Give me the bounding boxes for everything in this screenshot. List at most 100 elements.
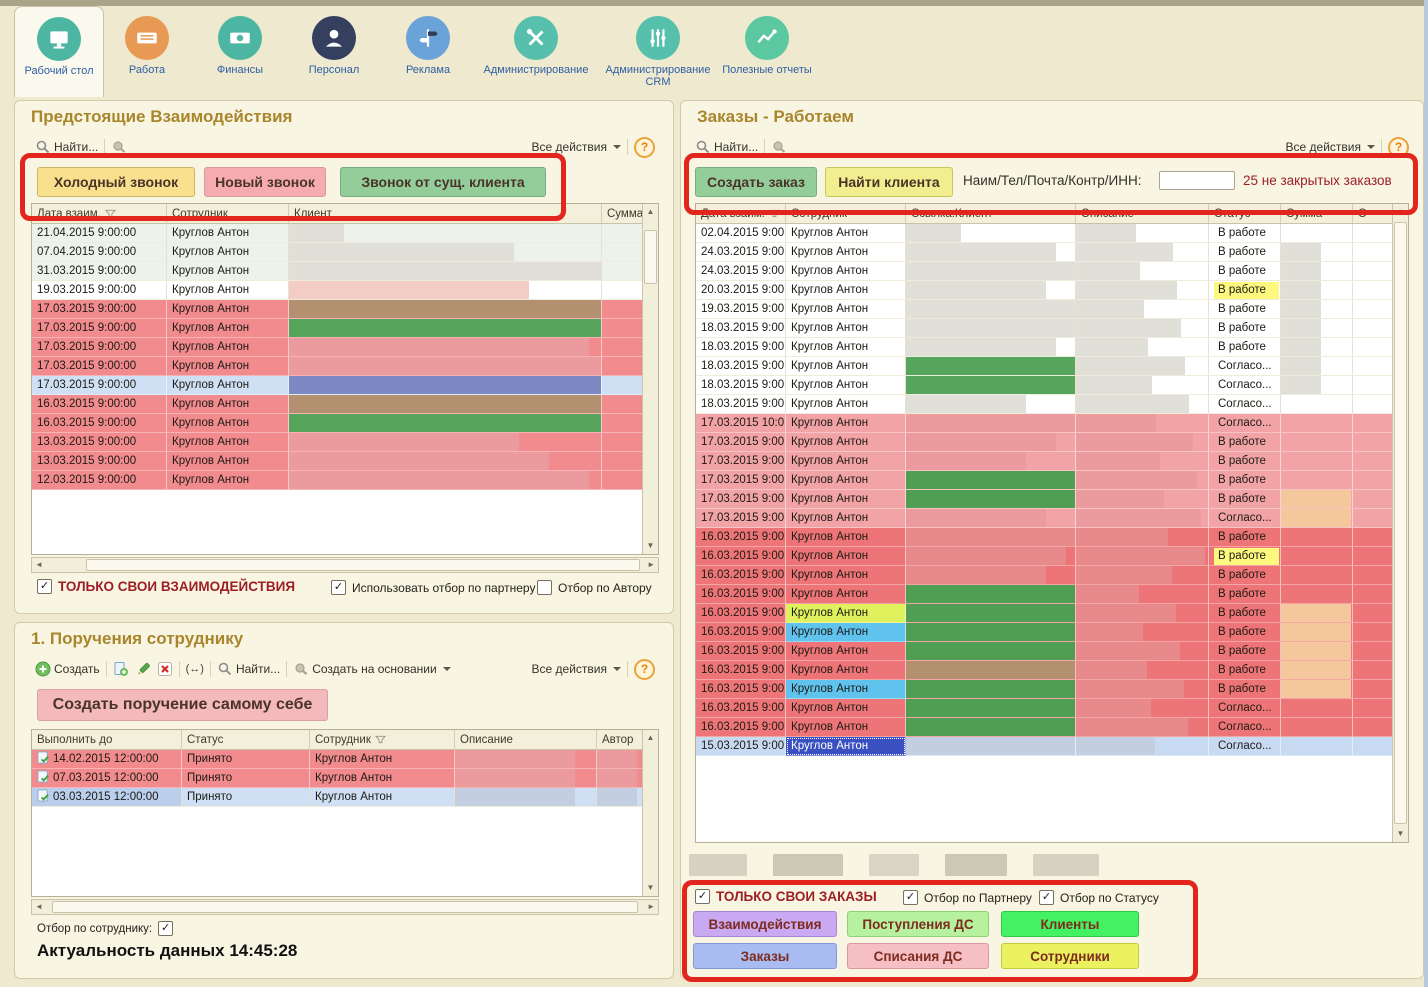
only-my-interactions-checkbox[interactable]: ✓ ТОЛЬКО СВОИ ВЗАИМОДЕЙСТВИЯ <box>37 579 295 594</box>
scroll-left-icon[interactable]: ◄ <box>35 560 43 569</box>
task-row[interactable]: 03.03.2015 12:00:00 Принято Круглов Антон <box>32 788 658 807</box>
order-row[interactable]: 16.03.2015 9:00... Круглов Антон В работе <box>696 585 1408 604</box>
scrollbar-thumb[interactable] <box>85 559 641 571</box>
nav-orders-button[interactable]: Заказы <box>693 943 837 969</box>
copy-document-icon[interactable] <box>113 661 129 677</box>
launcher-tab-4[interactable]: Реклама <box>382 6 474 96</box>
column-width-icon[interactable]: (↔) <box>185 663 204 675</box>
order-row[interactable]: 20.03.2015 9:00... Круглов Антон В работе <box>696 281 1408 300</box>
order-row[interactable]: 18.03.2015 9:00... Круглов Антон В работе <box>696 319 1408 338</box>
interactions-row[interactable]: 12.03.2015 9:00:00 Круглов Антон <box>32 471 658 490</box>
help-button[interactable]: ? <box>634 136 655 158</box>
vertical-scrollbar[interactable]: ▲ ▼ <box>642 204 658 554</box>
interactions-row[interactable]: 17.03.2015 9:00:00 Круглов Антон <box>32 338 658 357</box>
order-row[interactable]: 16.03.2015 9:00... Круглов Антон В работе <box>696 604 1408 623</box>
order-row[interactable]: 18.03.2015 9:00... Круглов Антон Согласо..… <box>696 357 1408 376</box>
nav-incoming-payments-button[interactable]: Поступления ДС <box>847 911 989 937</box>
order-row[interactable]: 16.03.2015 9:00... Круглов Антон Согласо..… <box>696 699 1408 718</box>
column-header[interactable]: Статус <box>1209 204 1281 223</box>
column-header[interactable]: Сотрудник <box>167 204 289 223</box>
launcher-tab-6[interactable]: Администрирование CRM <box>598 6 718 96</box>
order-row[interactable]: 17.03.2015 9:00... Круглов Антон В работе <box>696 452 1408 471</box>
interactions-row[interactable]: 19.03.2015 9:00:00 Круглов Антон <box>32 281 658 300</box>
interactions-row[interactable]: 16.03.2015 9:00:00 Круглов Антон <box>32 395 658 414</box>
order-row[interactable]: 16.03.2015 9:00... Круглов Антон В работе <box>696 661 1408 680</box>
vertical-scrollbar[interactable]: ▲ ▼ <box>642 730 658 896</box>
scroll-right-icon[interactable]: ► <box>647 560 655 569</box>
nav-writeoffs-button[interactable]: Списания ДС <box>847 943 989 969</box>
edit-pencil-icon[interactable] <box>135 661 151 677</box>
scrollbar-thumb[interactable] <box>1394 222 1407 824</box>
column-header[interactable]: Дата взаим. <box>32 204 167 223</box>
task-row[interactable]: 07.03.2015 12:00:00 Принято Круглов Антон <box>32 769 658 788</box>
employee-filter-checkbox[interactable]: Отбор по сотруднику: ✓ <box>37 921 174 936</box>
scroll-up-icon[interactable]: ▲ <box>1396 207 1405 216</box>
order-row[interactable]: 16.03.2015 9:00... Круглов Антон В работе <box>696 623 1408 642</box>
interactions-row[interactable]: 31.03.2015 9:00:00 Круглов Антон <box>32 262 658 281</box>
column-header[interactable]: Дата взаим. <box>696 204 786 223</box>
column-header[interactable]: Сумма <box>1281 204 1353 223</box>
scroll-right-icon[interactable]: ► <box>647 902 655 911</box>
client-search-input[interactable] <box>1159 171 1235 190</box>
interactions-row[interactable]: 17.03.2015 9:00:00 Круглов Антон <box>32 357 658 376</box>
scroll-down-icon[interactable]: ▼ <box>646 541 655 550</box>
delete-x-icon[interactable] <box>157 661 173 677</box>
order-row[interactable]: 17.03.2015 9:00... Круглов Антон Согласо..… <box>696 509 1408 528</box>
column-header[interactable]: С <box>1353 204 1395 223</box>
all-actions-menu[interactable]: Все действия <box>532 140 621 154</box>
author-filter-checkbox[interactable]: Отбор по Автору <box>537 580 652 595</box>
column-header[interactable]: Клиент <box>289 204 602 223</box>
interactions-row[interactable]: 17.03.2015 9:00:00 Круглов Антон <box>32 319 658 338</box>
partner-filter-checkbox[interactable]: ✓ Отбор по Партнеру <box>903 890 1032 905</box>
order-row[interactable]: 24.03.2015 9:00... Круглов Антон В работе <box>696 243 1408 262</box>
interactions-row[interactable]: 16.03.2015 9:00:00 Круглов Антон <box>32 414 658 433</box>
interactions-row[interactable]: 13.03.2015 9:00:00 Круглов Антон <box>32 433 658 452</box>
column-header[interactable]: Статус <box>182 730 310 749</box>
order-row[interactable]: 16.03.2015 9:00... Круглов Антон В работе <box>696 642 1408 661</box>
nav-employees-button[interactable]: Сотрудники <box>1001 943 1139 969</box>
cold-call-button[interactable]: Холодный звонок <box>37 167 195 197</box>
nav-interactions-button[interactable]: Взаимодействия <box>693 911 837 937</box>
order-row[interactable]: 18.03.2015 9:00... Круглов Антон В работе <box>696 338 1408 357</box>
find-button[interactable]: Найти... <box>695 139 758 155</box>
column-header[interactable]: Сотрудник <box>310 730 455 749</box>
vertical-scrollbar[interactable]: ▲ ▼ <box>1392 204 1408 842</box>
help-button[interactable]: ? <box>634 658 655 680</box>
launcher-tab-7[interactable]: Полезные отчеты <box>722 6 812 96</box>
create-self-task-button[interactable]: Создать поручение самому себе <box>37 689 328 721</box>
column-header[interactable]: Автор <box>597 730 645 749</box>
column-header[interactable]: Описание <box>1076 204 1209 223</box>
interactions-row[interactable]: 17.03.2015 9:00:00 Круглов Антон <box>32 376 658 395</box>
scroll-down-icon[interactable]: ▼ <box>646 883 655 892</box>
order-row[interactable]: 16.03.2015 9:00... Круглов Антон В работе <box>696 528 1408 547</box>
order-row[interactable]: 16.03.2015 9:00... Круглов Антон В работе <box>696 547 1408 566</box>
column-header[interactable]: Описание <box>455 730 597 749</box>
scroll-up-icon[interactable]: ▲ <box>646 207 655 216</box>
interactions-row[interactable]: 07.04.2015 9:00:00 Круглов Антон <box>32 243 658 262</box>
create-button[interactable]: Создать <box>35 661 100 677</box>
scrollbar-thumb[interactable] <box>644 229 657 284</box>
order-row[interactable]: 16.03.2015 9:00... Круглов Антон В работе <box>696 566 1408 585</box>
clear-search-icon[interactable] <box>771 139 787 155</box>
scrollbar-thumb[interactable] <box>51 901 639 913</box>
all-actions-menu[interactable]: Все действия <box>532 662 621 676</box>
launcher-tab-1[interactable]: Работа <box>104 6 190 96</box>
new-call-button[interactable]: Новый звонок <box>204 167 326 197</box>
column-header[interactable]: Сотрудник <box>786 204 906 223</box>
only-my-orders-checkbox[interactable]: ✓ ТОЛЬКО СВОИ ЗАКАЗЫ <box>695 889 877 904</box>
scroll-up-icon[interactable]: ▲ <box>646 733 655 742</box>
scroll-down-icon[interactable]: ▼ <box>1396 829 1405 838</box>
interactions-row[interactable]: 17.03.2015 9:00:00 Круглов Антон <box>32 300 658 319</box>
existing-client-call-button[interactable]: Звонок от сущ. клиента <box>340 167 546 197</box>
order-row[interactable]: 17.03.2015 9:00... Круглов Антон В работе <box>696 471 1408 490</box>
help-button[interactable]: ? <box>1388 136 1409 158</box>
launcher-tab-desktop[interactable]: Рабочий стол <box>14 6 104 97</box>
launcher-tab-5[interactable]: Администрирование <box>474 6 598 96</box>
create-order-button[interactable]: Создать заказ <box>695 167 817 197</box>
find-client-button[interactable]: Найти клиента <box>825 167 953 197</box>
order-row[interactable]: 16.03.2015 9:00... Круглов Антон Согласо..… <box>696 718 1408 737</box>
order-row[interactable]: 15.03.2015 9:00... Круглов Антон Согласо..… <box>696 737 1408 756</box>
order-row[interactable]: 17.03.2015 10:0... Круглов Антон Согласо..… <box>696 414 1408 433</box>
order-row[interactable]: 17.03.2015 9:00... Круглов Антон В работе <box>696 433 1408 452</box>
horizontal-scrollbar[interactable]: ◄ ► <box>31 557 659 573</box>
